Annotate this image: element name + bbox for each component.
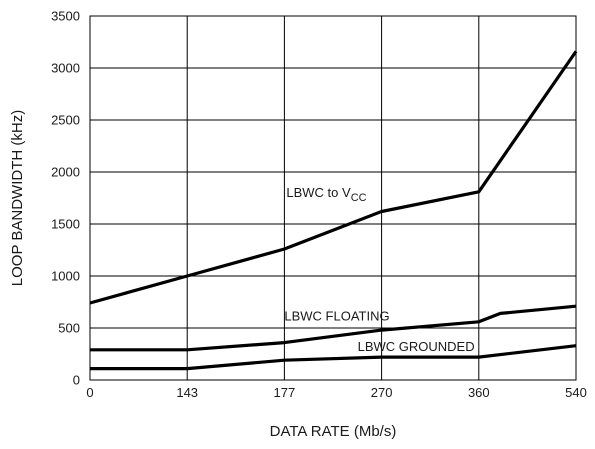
annotation-text: LBWC GROUNDED	[358, 339, 475, 354]
annotation-label: LBWC GROUNDED	[358, 339, 475, 354]
x-tick-label: 177	[274, 385, 296, 400]
y-tick-label: 3500	[51, 9, 80, 24]
annotation-label: LBWC FLOATING	[284, 309, 389, 324]
series-layer	[89, 50, 578, 371]
y-tick-label: 2500	[51, 113, 80, 128]
x-tick-label: 0	[86, 385, 93, 400]
y-tick-label: 2000	[51, 165, 80, 180]
x-axis-title: DATA RATE (Mb/s)	[270, 423, 397, 440]
label-layer: DATA RATE (Mb/s) LOOP BANDWIDTH (kHz)	[9, 110, 396, 440]
y-tick-label: 1500	[51, 217, 80, 232]
annotation-text: LBWC FLOATING	[284, 309, 389, 324]
y-tick-label: 3000	[51, 61, 80, 76]
y-tick-label: 1000	[51, 269, 80, 284]
annotation-subscript: CC	[351, 192, 367, 204]
y-axis-title: LOOP BANDWIDTH (kHz)	[9, 110, 26, 286]
series-line-lbwc-to-vcc	[89, 50, 578, 305]
series-line-lbwc-grounded	[90, 344, 577, 371]
plot-frame	[89, 15, 577, 381]
annotation-layer: LBWC to VCC LBWC FLOATING LBWC GROUNDED	[284, 185, 474, 354]
annotation-text: LBWC to V	[286, 185, 351, 200]
annotation-label: LBWC to VCC	[286, 185, 366, 204]
axis-layer: 0 500 1000 1500 2000 2500 3000 3500 0 143 177 270 36…	[51, 9, 587, 401]
x-tick-label: 360	[468, 385, 490, 400]
y-tick-label: 0	[73, 373, 80, 388]
x-tick-label: 143	[176, 385, 198, 400]
x-tick-label: 270	[371, 385, 393, 400]
x-tick-label: 540	[565, 385, 587, 400]
series-line-lbwc-floating	[90, 304, 577, 352]
y-tick-label: 500	[58, 321, 80, 336]
